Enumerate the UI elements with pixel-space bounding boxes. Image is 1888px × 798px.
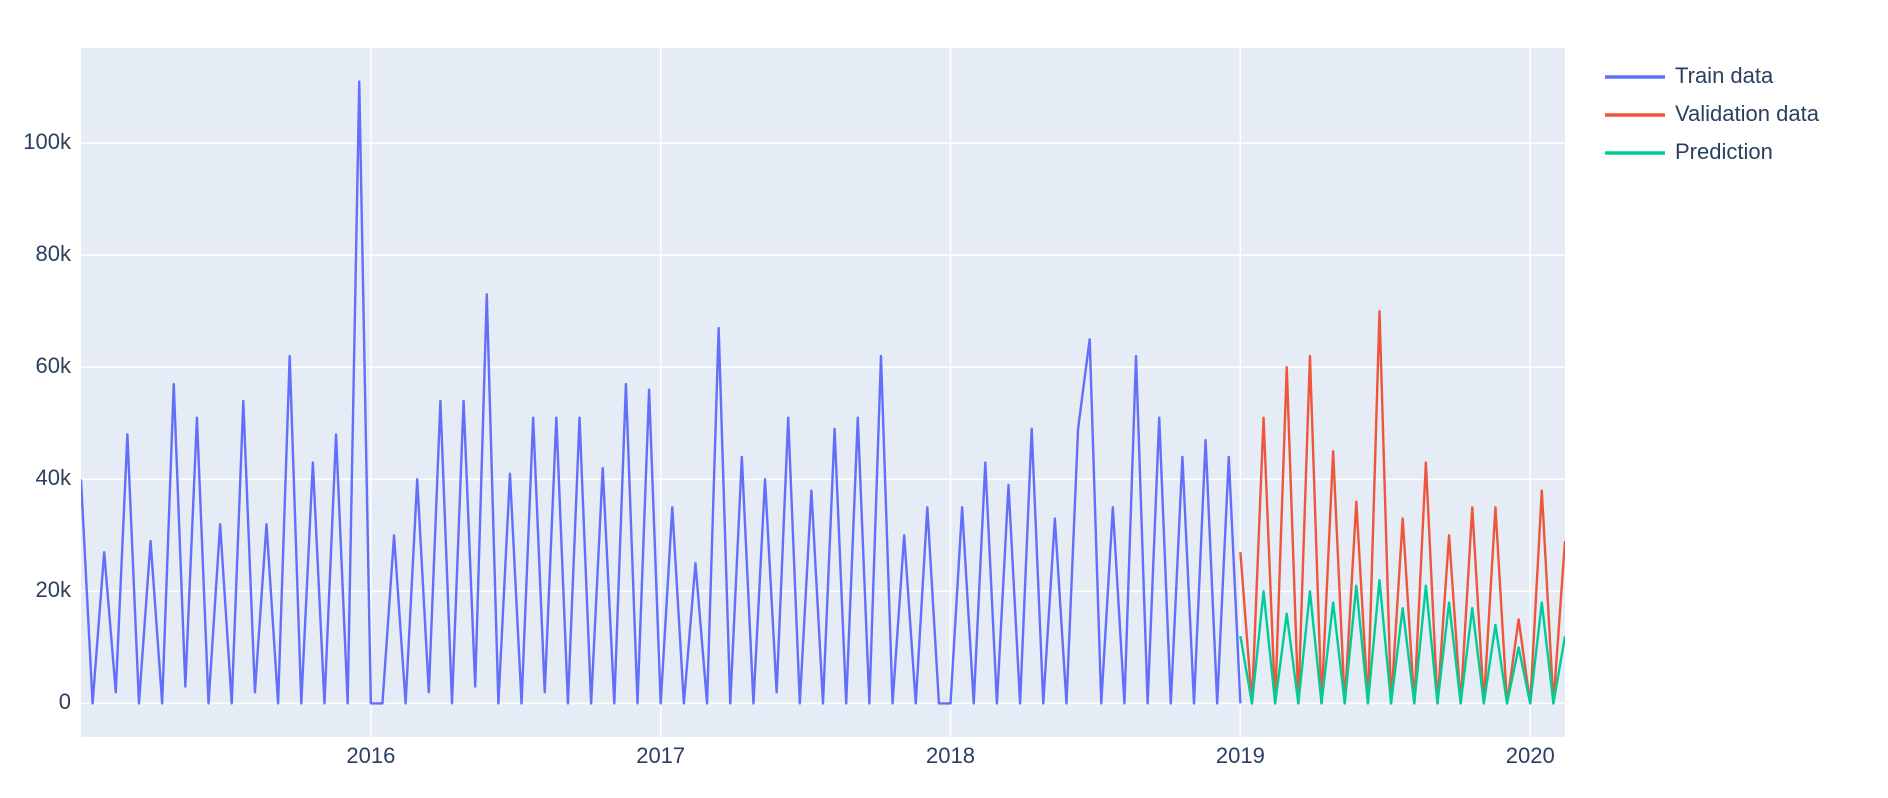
- y-tick-label: 0: [59, 689, 71, 714]
- data-line: [1239, 578, 1565, 705]
- legend-label: Train data: [1675, 63, 1774, 88]
- grid: [81, 48, 1565, 737]
- legend-item[interactable]: Train data: [1605, 63, 1774, 88]
- lines: [81, 80, 1565, 705]
- legend[interactable]: Train data Validation data Prediction: [1605, 63, 1820, 164]
- x-tick-label: 2017: [636, 743, 685, 768]
- y-tick-label: 20k: [36, 577, 72, 602]
- legend-item[interactable]: Validation data: [1605, 101, 1820, 126]
- y-tick-label: 40k: [36, 465, 72, 490]
- x-tick-label: 2020: [1506, 743, 1555, 768]
- x-tick-label: 2019: [1216, 743, 1265, 768]
- y-tick-label: 80k: [36, 241, 72, 266]
- x-tick-label: 2018: [926, 743, 975, 768]
- legend-label: Validation data: [1675, 101, 1820, 126]
- y-tick-label: 60k: [36, 353, 72, 378]
- x-tick-label: 2016: [346, 743, 395, 768]
- data-line: [81, 80, 1242, 705]
- data-line: [1239, 310, 1565, 705]
- legend-label: Prediction: [1675, 139, 1773, 164]
- legend-item[interactable]: Prediction: [1605, 139, 1773, 164]
- labels: 0 20k 40k 60k 80k 100k 2016 2017 2018 2019 2020: [23, 129, 1554, 768]
- y-tick-label: 100k: [23, 129, 72, 154]
